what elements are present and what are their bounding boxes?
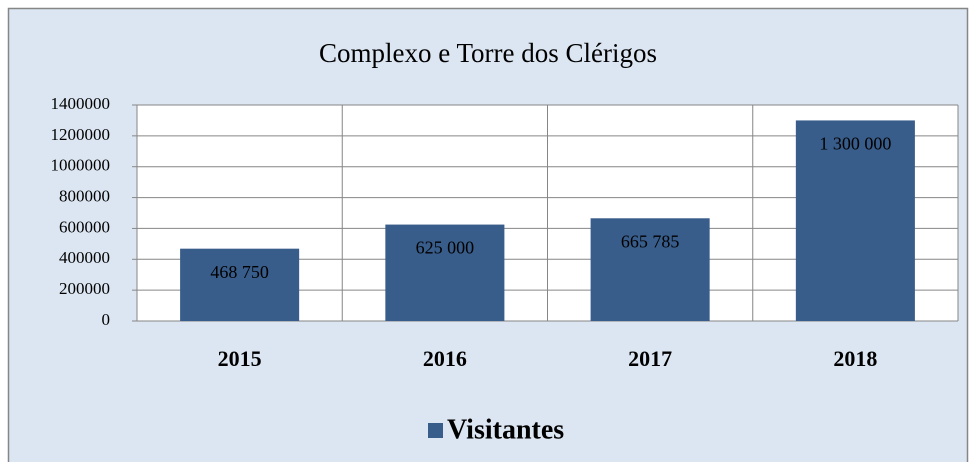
x-tick-label: 2016 [423,346,467,371]
legend-swatch [428,423,443,438]
data-label: 665 785 [621,231,680,251]
y-tick-label: 1200000 [51,125,111,144]
y-tick-label: 800000 [59,186,110,205]
data-label: 1 300 000 [819,134,891,154]
x-tick-label: 2017 [628,346,672,371]
bar [590,218,710,321]
chart-title: Complexo e Torre dos Clérigos [319,38,657,68]
legend-label: Visitantes [447,414,564,445]
x-tick-label: 2018 [833,346,877,371]
y-tick-label: 1000000 [51,156,111,175]
y-tick-label: 200000 [59,279,110,298]
y-tick-label: 1400000 [51,94,111,113]
chart-border [7,7,969,462]
x-tick-label: 2015 [218,346,262,371]
y-tick-label: 600000 [59,217,110,236]
data-label: 468 750 [210,262,269,282]
y-tick-label: 0 [102,310,111,329]
bar [795,120,915,321]
bar [180,248,300,321]
y-tick-label: 400000 [59,248,110,267]
data-label: 625 000 [416,238,475,258]
bar [385,224,505,321]
